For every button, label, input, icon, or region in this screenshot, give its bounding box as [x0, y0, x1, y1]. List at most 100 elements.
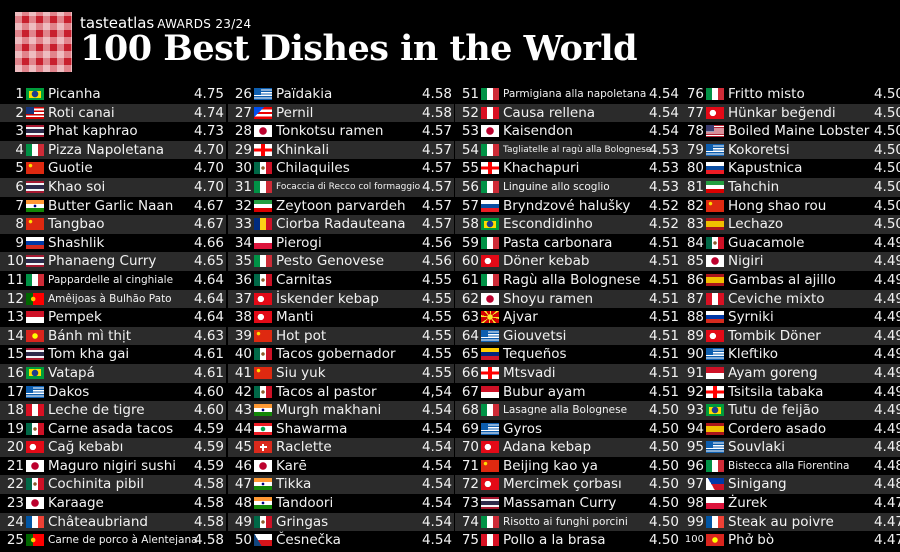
flag-it-icon: [481, 88, 499, 100]
dish-rank: 28: [234, 123, 252, 140]
dish-score: 4.59: [193, 420, 224, 437]
flag-it-icon: [481, 143, 499, 156]
dish-name: Hünkar beğendi: [728, 104, 836, 121]
dish-score: 4.49: [873, 346, 900, 363]
dish-score: 4.61: [193, 364, 224, 381]
dish-score: 4.53: [648, 178, 679, 195]
dish-rank: 66: [461, 364, 479, 381]
ranking-column: 1 Picanha 4.75 2 Roti canai 4.74 3 Phat kaphrao…: [0, 85, 226, 550]
flag-gr-icon: [26, 385, 44, 398]
dish-rank: 98: [686, 495, 704, 512]
dish-name: Tsitsila tabaka: [728, 383, 824, 400]
flag-jp-icon: [481, 292, 499, 305]
dish-name: Pasta carbonara: [503, 234, 613, 251]
dish-name: Picanha: [48, 86, 101, 102]
dish-name: Tequeños: [503, 346, 567, 363]
dish-score: 4.47: [873, 532, 900, 549]
dish-name: Chilaquiles: [276, 160, 350, 177]
dish-score: 4.50: [873, 104, 900, 121]
dish-score: 4.50: [648, 495, 679, 512]
dish-rank: 68: [461, 402, 479, 419]
dish-name: Pierogi: [276, 234, 322, 251]
dish-rank: 94: [686, 420, 704, 437]
dish-name: Roti canai: [48, 104, 115, 121]
flag-ir-icon: [254, 199, 272, 212]
dish-row: 73 Massaman Curry 4.50: [455, 494, 681, 513]
dish-name: Kaisendon: [503, 123, 573, 140]
dish-row: 95 Souvlaki 4.48: [680, 438, 900, 457]
flag-mx-icon: [254, 273, 272, 286]
dish-row: 11 Pappardelle al cinghiale 4.64: [0, 271, 226, 290]
dish-name: Tagliatelle al ragù alla Bolognese: [503, 144, 652, 155]
dish-score: 4.55: [421, 290, 452, 307]
dish-row: 50 Česnečka 4.54: [228, 531, 454, 550]
dish-rank: 54: [461, 141, 479, 158]
flag-vn-icon: [706, 534, 724, 547]
dish-row: 44 Shawarma 4.54: [228, 420, 454, 439]
dish-score: 4.51: [648, 346, 679, 363]
dish-name: Siu yuk: [276, 364, 326, 381]
dish-row: 61 Ragù alla Bolognese 4.51: [455, 271, 681, 290]
dish-row: 27 Pernil 4.58: [228, 103, 454, 123]
dish-name: Phở bò: [728, 532, 775, 549]
dish-row: 8 Tangbao 4.67: [0, 215, 226, 234]
dish-row: 80 Kapustnica 4.50: [680, 159, 900, 178]
dish-row: 96 Bistecca alla Fiorentina 4.48: [680, 457, 900, 476]
dish-name: Shoyu ramen: [503, 290, 594, 307]
dish-name: Butter Garlic Naan: [48, 197, 174, 214]
dish-score: 4.57: [421, 160, 452, 177]
dish-row: 23 Karaage 4.58: [0, 494, 226, 513]
dish-score: 4.70: [193, 178, 224, 195]
dish-score: 4.59: [193, 457, 224, 474]
dish-name: Ragù alla Bolognese: [503, 271, 641, 288]
dish-rank: 95: [686, 439, 704, 456]
dish-row: 72 Mercimek çorbası 4.50: [455, 475, 681, 495]
dish-name: Lechazo: [728, 216, 784, 233]
dish-score: 4.51: [648, 271, 679, 288]
dish-rank: 71: [461, 457, 479, 474]
dish-name: Syrniki: [728, 309, 774, 326]
flag-my-icon: [26, 106, 44, 119]
dish-name: Nigiri: [728, 253, 764, 270]
flag-cn-icon: [706, 199, 724, 212]
dish-row: 13 Pempek 4.64: [0, 308, 226, 327]
flag-cn-icon: [254, 329, 272, 342]
flag-us-icon: [706, 125, 724, 138]
dish-name: Carne de porco à Alentejana: [48, 534, 198, 547]
dish-score: 4.70: [193, 160, 224, 177]
dish-score: 4.56: [421, 253, 452, 270]
dish-name: Pappardelle al cinghiale: [48, 273, 174, 286]
dish-name: Česnečka: [276, 532, 341, 549]
dish-row: 55 Khachapuri 4.53: [455, 159, 681, 178]
flag-ru-icon: [706, 311, 724, 324]
dish-score: 4.49: [873, 309, 900, 326]
flag-cn-icon: [26, 162, 44, 175]
flag-th-icon: [26, 180, 44, 193]
dish-row: 79 Kokoretsi 4.50: [680, 140, 900, 160]
dish-row: 100 Phở bò 4.47: [680, 531, 900, 550]
dish-rank: 61: [461, 271, 479, 288]
dish-score: 4.47: [873, 495, 900, 512]
dish-rank: 41: [234, 364, 252, 381]
dish-row: 75 Pollo a la brasa 4.50: [455, 531, 681, 550]
dish-row: 35 Pesto Genovese 4.56: [228, 252, 454, 271]
dish-score: 4.50: [648, 532, 679, 549]
flag-pe-icon: [481, 534, 499, 547]
dish-rank: 40: [234, 346, 252, 363]
flag-mx-icon: [26, 422, 44, 435]
dish-row: 15 Tom kha gai 4.61: [0, 345, 226, 364]
dish-rank: 9: [15, 234, 24, 251]
flag-cn-icon: [254, 366, 272, 379]
dish-score: 4.70: [193, 141, 224, 158]
dish-score: 4.61: [193, 346, 224, 363]
dish-score: 4.58: [193, 532, 224, 549]
dish-row: 48 Tandoori 4.54: [228, 494, 454, 513]
dish-name: Tacos gobernador: [276, 346, 396, 363]
flag-pr-icon: [254, 106, 272, 119]
flag-ve-icon: [481, 348, 499, 361]
dish-name: Vatapá: [48, 364, 95, 381]
dish-row: 92 Tsitsila tabaka 4.49: [680, 383, 900, 402]
dish-score: 4.52: [648, 197, 679, 214]
flag-gr-icon: [706, 143, 724, 156]
flag-es-icon: [706, 273, 724, 286]
